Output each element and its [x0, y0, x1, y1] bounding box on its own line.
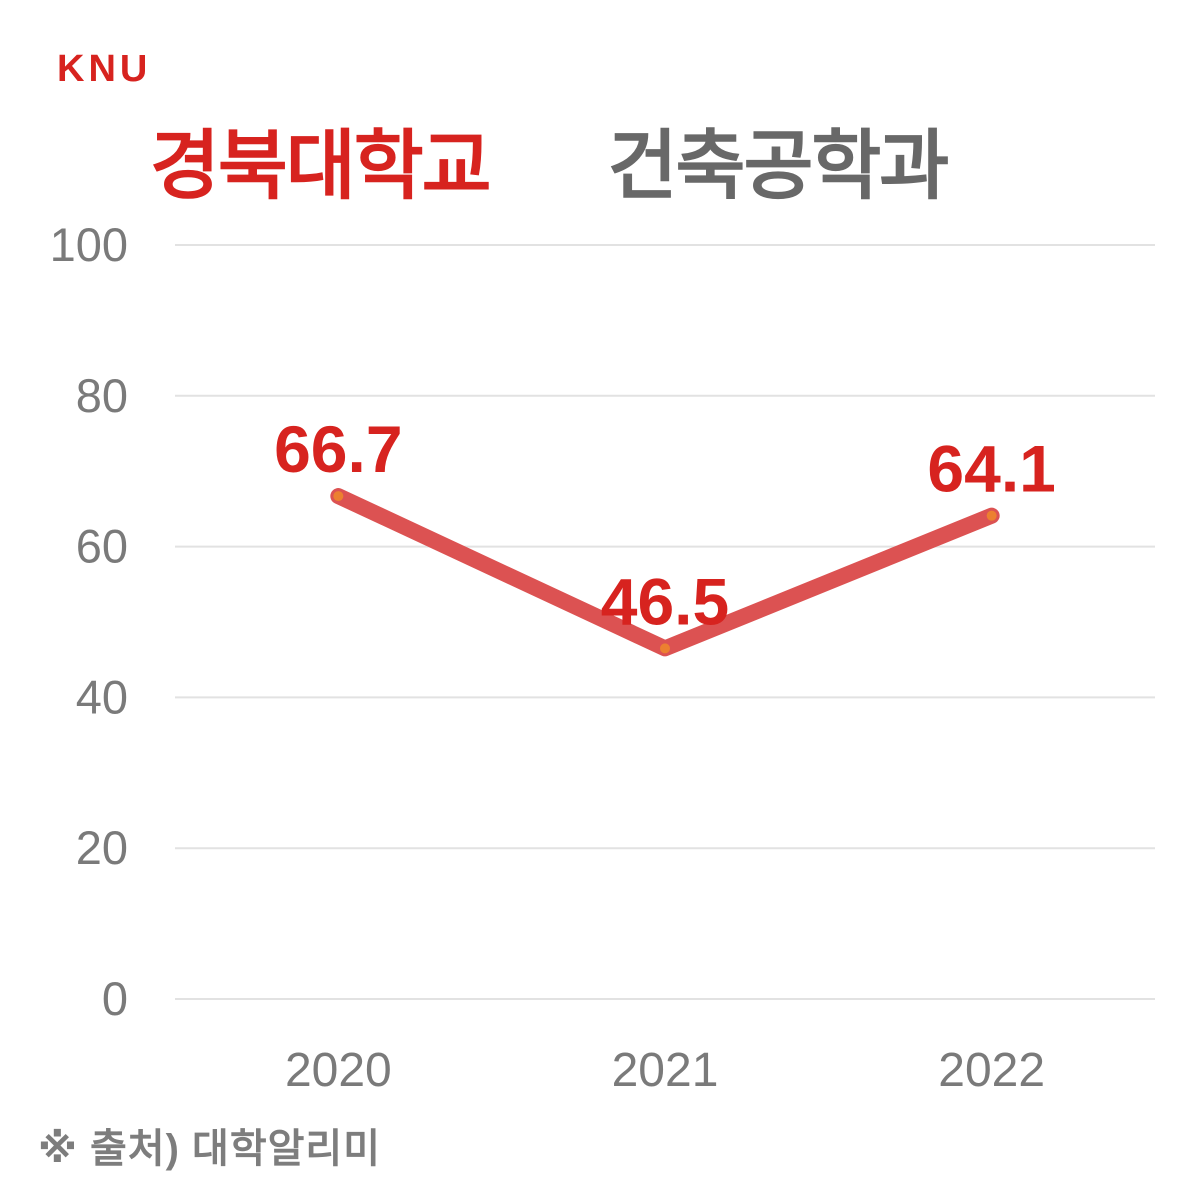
data-point-2021 [660, 643, 670, 654]
title-department: 건축공학과 [607, 124, 950, 209]
y-tick-label-0: 0 [102, 972, 128, 1025]
chart-title: 경북대학교 건축공학과 [150, 104, 950, 214]
source-note: ※ 출처) 대학알리미 [38, 1127, 382, 1171]
data-label-2022: 64.1 [927, 432, 1055, 506]
x-tick-label-2022: 2022 [938, 1044, 1045, 1097]
title-university: 경북대학교 [150, 124, 492, 209]
y-tick-label-80: 80 [76, 369, 128, 422]
x-tick-label-2021: 2021 [612, 1044, 719, 1097]
data-label-2021: 46.5 [601, 564, 729, 638]
y-tick-label-100: 100 [50, 218, 128, 271]
y-tick-label-40: 40 [76, 670, 128, 723]
y-tick-label-60: 60 [76, 520, 128, 573]
data-point-2022 [986, 510, 997, 521]
knu-logo: KNU [57, 48, 152, 90]
data-label-2020: 66.7 [274, 412, 402, 486]
y-tick-label-20: 20 [76, 821, 128, 874]
data-point-2020 [333, 491, 344, 502]
x-tick-label-2020: 2020 [285, 1044, 392, 1097]
